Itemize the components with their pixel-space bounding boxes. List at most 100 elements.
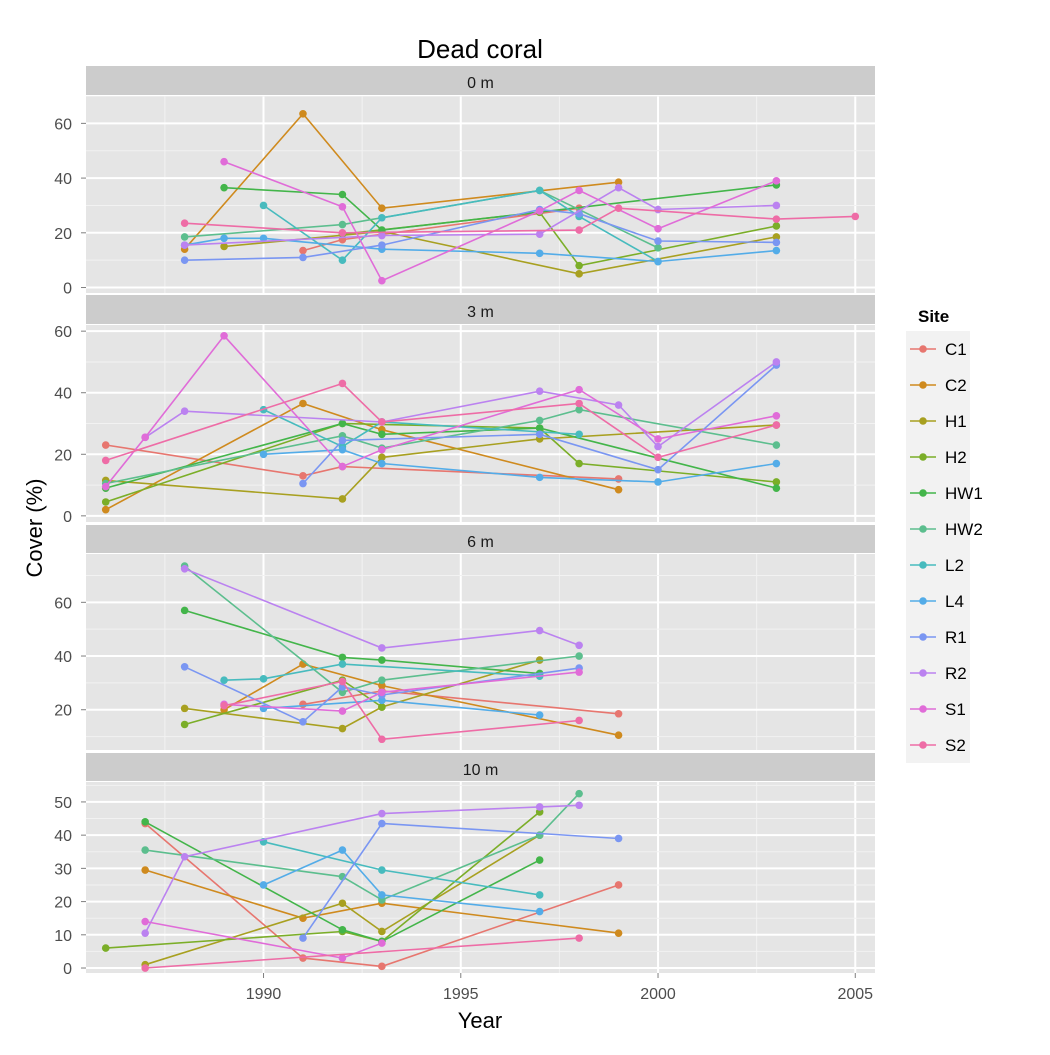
y-tick-label: 60 [54,116,72,133]
data-point-HW1 [180,606,189,615]
legend-key-point [919,453,927,461]
data-point-C1 [614,709,623,718]
x-tick-label: 2005 [837,986,873,1003]
data-point-L4 [378,891,386,899]
data-point-H1 [378,453,386,462]
data-point-C1 [614,881,623,889]
data-point-L2 [535,891,544,899]
data-point-H2 [101,944,110,952]
legend-item-L4: L4 [910,592,964,611]
data-point-S1 [101,482,110,491]
legend-key-point [919,561,927,569]
data-point-S2 [575,226,583,234]
data-point-S2 [220,701,228,710]
data-point-HW1 [378,430,386,439]
series-group [101,331,781,514]
data-point-S1 [338,707,347,715]
data-point-H2 [378,703,386,711]
series-line-R2 [184,186,777,246]
panel-3m: 3 m 0 20 40 60 [54,295,875,526]
data-point-R2 [614,183,623,192]
data-point-L4 [259,450,268,459]
series-line-L2 [224,663,540,681]
chart-title: Dead coral [417,34,543,64]
legend-key-point [919,417,927,425]
series-line-S2 [105,382,777,462]
data-point-H1 [220,242,228,251]
facet-strip-label: 0 m [467,75,494,92]
panel-6m: 6 m 20 40 60 [54,525,875,750]
legend-label: H2 [945,448,967,467]
data-point-S2 [614,204,623,212]
data-point-R1 [299,934,307,942]
facet-strip-label: 10 m [463,762,499,779]
data-point-L2 [575,430,583,439]
series-group [180,562,623,744]
data-point-C2 [299,109,307,118]
legend-item-H1: H1 [910,412,967,431]
data-point-C1 [378,962,386,971]
data-point-R2 [654,205,662,214]
data-point-L2 [378,866,386,874]
data-point-H2 [101,498,110,506]
data-point-L2 [220,676,228,684]
data-point-R1 [299,718,307,726]
data-point-S1 [654,224,662,233]
data-point-S2 [338,677,347,686]
data-point-HW1 [338,653,347,662]
facet-strip [86,295,875,324]
data-point-S2 [772,421,781,429]
data-point-C2 [614,485,623,494]
legend-item-R2: R2 [910,664,967,683]
data-point-S1 [220,157,228,166]
data-point-R2 [378,809,386,818]
facet-strip [86,525,875,553]
legend-label: S2 [945,736,966,755]
series-line-R2 [184,568,580,649]
data-point-C1 [614,475,623,483]
data-point-S1 [338,954,347,962]
data-point-R2 [575,801,583,810]
data-point-S1 [575,385,583,394]
data-point-L4 [338,445,347,454]
data-point-S2 [772,215,781,223]
series-line-C2 [223,663,619,736]
data-point-L4 [259,881,268,889]
data-point-H1 [772,233,781,241]
data-point-S2 [101,456,110,465]
data-point-HW2 [378,676,386,684]
data-point-R2 [654,442,662,451]
series-line-S1 [105,334,777,488]
legend-label: HW1 [945,484,983,503]
data-point-HW1 [338,419,347,428]
legend-label: H1 [945,412,967,431]
legend-key-point [919,489,927,497]
series-group [101,789,623,972]
data-point-R1 [654,237,662,245]
data-point-C2 [378,204,386,212]
data-point-R2 [378,231,386,240]
legend-key-point [919,597,927,605]
legend-key-point [919,633,927,641]
legend-item-S1: S1 [910,700,966,719]
data-point-C1 [299,246,307,255]
data-point-HW2 [535,416,544,425]
y-tick-label: 0 [63,509,72,526]
data-point-S1 [772,412,781,420]
y-tick-label: 60 [54,595,72,612]
series-line-L2 [263,189,659,263]
data-point-HW2 [338,688,347,697]
data-point-C1 [299,700,307,709]
legend-key-point [919,345,927,353]
data-point-L4 [220,234,228,243]
data-point-L4 [654,478,662,486]
data-point-H2 [575,459,583,468]
y-tick-label: 0 [63,961,72,978]
data-point-C2 [614,929,623,937]
gridlines [86,325,875,522]
data-point-R2 [535,387,544,395]
facet-strip [86,753,875,781]
data-point-L2 [338,660,347,668]
data-point-R2 [772,358,781,366]
data-point-HW2 [772,441,781,449]
